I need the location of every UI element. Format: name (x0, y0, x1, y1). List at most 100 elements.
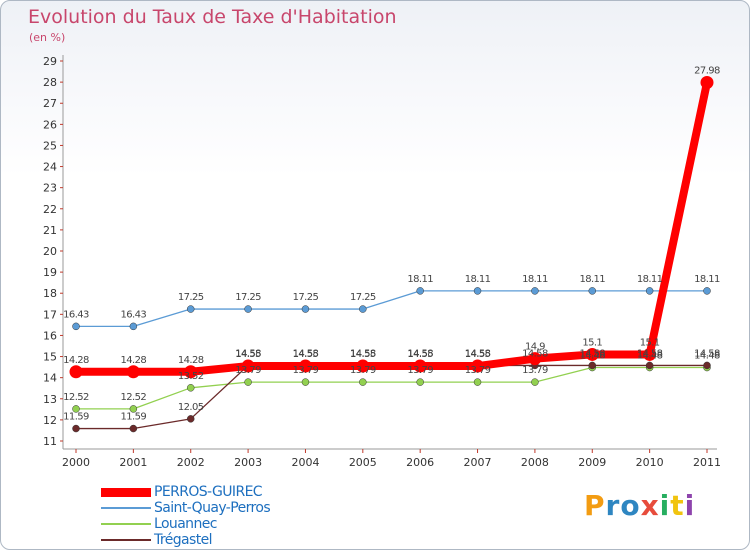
x-tick-label: 2000 (62, 456, 90, 469)
proxiti-logo: Proxiti (584, 489, 695, 522)
data-label: 13.79 (350, 365, 376, 376)
data-label: 18.11 (465, 274, 491, 285)
data-label: 14.58 (407, 348, 433, 359)
data-label: 14.28 (121, 355, 147, 366)
data-label: 18.11 (579, 274, 605, 285)
x-tick-label: 2002 (177, 456, 205, 469)
y-tick-label: 21 (43, 224, 57, 237)
x-tick-label: 2003 (234, 456, 262, 469)
data-point (129, 424, 138, 433)
legend-swatch-saint-quay-perros (101, 507, 151, 509)
y-tick-label: 22 (43, 203, 57, 216)
y-tick-label: 29 (43, 55, 57, 68)
y-tick-label: 18 (43, 287, 57, 300)
data-label: 15.1 (582, 337, 602, 348)
data-point (645, 287, 654, 295)
data-point (473, 378, 482, 386)
data-label: 14.58 (579, 348, 605, 359)
data-label: 14.58 (637, 348, 663, 359)
data-point (72, 322, 80, 331)
data-label: 13.79 (235, 365, 261, 376)
data-label: 13.52 (178, 371, 204, 382)
legend-label-saint-quay-perros: Saint-Quay-Perros (154, 500, 271, 516)
data-point (703, 361, 711, 370)
data-point (359, 378, 367, 386)
y-tick-label: 16 (43, 329, 57, 342)
data-label: 14.48 (694, 351, 720, 362)
x-tick-label: 2006 (406, 456, 434, 469)
data-label: 12.52 (63, 392, 89, 403)
logo-letter: o (620, 489, 641, 522)
data-label: 27.98 (694, 66, 720, 77)
data-point (301, 305, 310, 313)
data-label: 14.55 (350, 349, 376, 360)
data-point (129, 322, 138, 331)
data-point (700, 76, 714, 90)
legend-swatch-perros-guirec (101, 488, 151, 497)
data-point (184, 365, 198, 379)
data-point (588, 361, 597, 370)
data-point (416, 378, 424, 386)
data-point (531, 287, 539, 295)
data-label: 14.58 (694, 348, 720, 359)
x-tick-label: 2011 (693, 456, 721, 469)
data-label: 14.48 (579, 351, 605, 362)
logo-letter: i (684, 489, 696, 522)
series-line-0 (72, 78, 711, 376)
data-label: 11.59 (121, 412, 147, 423)
x-tick-label: 2001 (119, 456, 147, 469)
y-tick-label: 11 (43, 435, 57, 448)
data-label: 13.79 (465, 365, 491, 376)
x-tick-label: 2007 (464, 456, 492, 469)
data-point (69, 365, 83, 379)
x-tick-label: 2010 (636, 456, 664, 469)
data-label: 17.25 (235, 292, 261, 303)
legend-label-perros-guirec: PERROS-GUIREC (154, 484, 263, 500)
data-point (643, 347, 657, 361)
y-tick-label: 13 (43, 393, 57, 406)
data-point (585, 347, 599, 361)
data-label: 14.58 (522, 348, 548, 359)
series-line-2 (75, 366, 708, 410)
data-label: 16.43 (63, 309, 89, 320)
y-tick-label: 17 (43, 308, 57, 321)
data-point (588, 287, 597, 295)
data-point (471, 359, 485, 373)
data-point (298, 359, 312, 373)
data-point (528, 352, 542, 366)
data-label: 14.58 (465, 348, 491, 359)
data-point (186, 415, 195, 423)
data-point (241, 359, 255, 373)
data-point (72, 405, 80, 413)
data-label: 17.25 (178, 292, 204, 303)
data-point (531, 378, 539, 386)
y-tick-label: 23 (43, 182, 57, 195)
x-tick-label: 2008 (521, 456, 549, 469)
x-tick-label: 2004 (291, 456, 319, 469)
logo-letter: i (659, 489, 671, 522)
data-point (703, 287, 711, 295)
data-label: 14.48 (637, 351, 663, 362)
data-point (186, 305, 195, 313)
data-point (473, 287, 482, 295)
line-chart: 11 12 13 14 15 16 17 18 19 20 21 22 23 24 25 26 27 28 29 20… (43, 55, 721, 469)
data-label: 14.55 (293, 349, 319, 360)
x-tick-label: 2009 (578, 456, 606, 469)
data-label: 14.55 (407, 349, 433, 360)
data-point (416, 287, 424, 295)
data-label: 18.11 (637, 274, 663, 285)
data-label: 11.59 (63, 412, 89, 423)
data-label: 12.05 (178, 402, 204, 413)
data-point (413, 359, 427, 373)
data-label: 18.11 (522, 274, 548, 285)
data-label: 18.11 (694, 274, 720, 285)
data-label: 14.9 (525, 342, 545, 353)
legend-swatch-tregastel (101, 539, 151, 541)
y-tick-label: 28 (43, 76, 57, 89)
data-point (244, 378, 252, 386)
y-tick-label: 24 (43, 161, 57, 174)
y-tick-label: 14 (43, 372, 57, 385)
y-tick-label: 20 (43, 245, 57, 258)
data-point (301, 378, 310, 386)
data-label: 17.25 (293, 292, 319, 303)
